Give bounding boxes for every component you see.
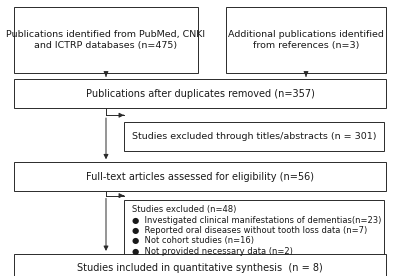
Bar [124, 200, 384, 261]
Text: Publications identified from PubMed, CNKI
and ICTRP databases (n=475): Publications identified from PubMed, CNK… [6, 30, 206, 50]
Text: Studies excluded through titles/abstracts (n = 301): Studies excluded through titles/abstract… [132, 132, 376, 141]
Bar [124, 122, 384, 151]
Bar [14, 79, 386, 108]
Text: Studies included in quantitative synthesis  (n = 8): Studies included in quantitative synthes… [77, 263, 323, 273]
Bar [14, 162, 386, 191]
Bar [14, 7, 198, 73]
Bar [226, 7, 386, 73]
Text: Publications after duplicates removed (n=357): Publications after duplicates removed (n… [86, 89, 314, 99]
Text: Full-text articles assessed for eligibility (n=56): Full-text articles assessed for eligibil… [86, 172, 314, 182]
Bar [14, 254, 386, 276]
Text: Additional publications identified
from references (n=3): Additional publications identified from … [228, 30, 384, 50]
Text: Studies excluded (n=48)
●  Investigated clinical manifestations of dementias(n=2: Studies excluded (n=48) ● Investigated c… [132, 205, 381, 256]
